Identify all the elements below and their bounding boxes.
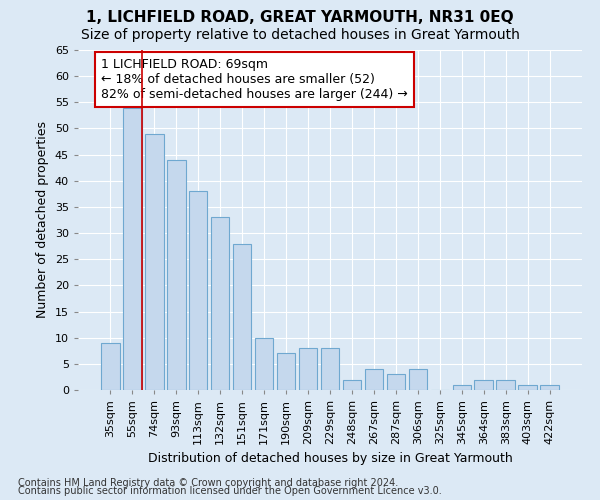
Text: 1, LICHFIELD ROAD, GREAT YARMOUTH, NR31 0EQ: 1, LICHFIELD ROAD, GREAT YARMOUTH, NR31 … [86, 10, 514, 25]
Bar [496, 380, 515, 390]
Bar [211, 218, 229, 390]
Text: 1 LICHFIELD ROAD: 69sqm
← 18% of detached houses are smaller (52)
82% of semi-de: 1 LICHFIELD ROAD: 69sqm ← 18% of detache… [101, 58, 408, 101]
Bar [365, 369, 383, 390]
Bar [320, 348, 340, 390]
Bar [277, 354, 295, 390]
Bar [167, 160, 185, 390]
Bar [475, 380, 493, 390]
Bar [518, 385, 537, 390]
Bar [299, 348, 317, 390]
Bar [343, 380, 361, 390]
X-axis label: Distribution of detached houses by size in Great Yarmouth: Distribution of detached houses by size … [148, 452, 512, 466]
Bar [409, 369, 427, 390]
Bar [189, 191, 208, 390]
Text: Contains HM Land Registry data © Crown copyright and database right 2024.: Contains HM Land Registry data © Crown c… [18, 478, 398, 488]
Bar [233, 244, 251, 390]
Bar [101, 343, 119, 390]
Bar [123, 108, 142, 390]
Bar [255, 338, 274, 390]
Bar [452, 385, 471, 390]
Bar [145, 134, 164, 390]
Bar [541, 385, 559, 390]
Text: Size of property relative to detached houses in Great Yarmouth: Size of property relative to detached ho… [80, 28, 520, 42]
Bar [386, 374, 405, 390]
Y-axis label: Number of detached properties: Number of detached properties [36, 122, 49, 318]
Text: Contains public sector information licensed under the Open Government Licence v3: Contains public sector information licen… [18, 486, 442, 496]
